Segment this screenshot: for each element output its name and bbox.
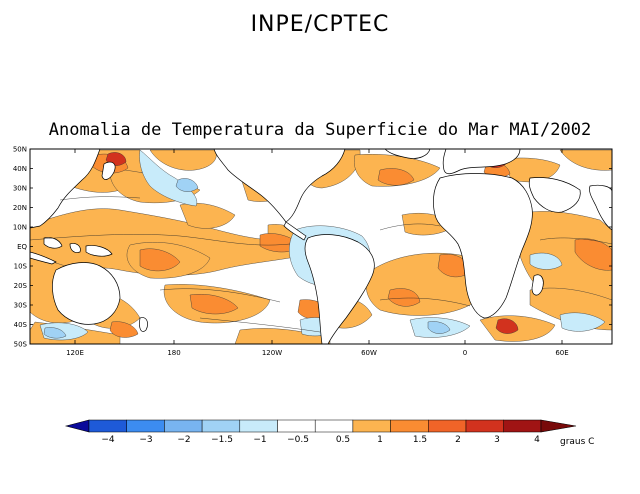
- latitude-ticks: [30, 148, 612, 345]
- contour-lines: [30, 196, 612, 333]
- colorbar-label: 2: [455, 435, 461, 445]
- longitude-ticks: [74, 149, 563, 344]
- central-america-landmass: [283, 221, 307, 241]
- colorbar-label: 1: [377, 435, 383, 445]
- colorbar-segment: [390, 419, 429, 433]
- colorbar-segment: [428, 419, 467, 433]
- colorbar-segment: [465, 419, 504, 433]
- colorbar-segment: [126, 419, 165, 433]
- lon-label: 120E: [66, 349, 84, 357]
- colorbar-unit: graus C: [560, 437, 594, 447]
- lat-label: 10S: [14, 263, 28, 271]
- colorbar-segment: [314, 419, 354, 433]
- new-guinea-landmass: [85, 245, 113, 257]
- lat-label: 50S: [14, 341, 28, 349]
- sulawesi-landmass: [69, 243, 81, 253]
- colorbar-segment: [352, 419, 391, 433]
- india-landmass: [589, 184, 612, 231]
- lon-label: 120W: [262, 349, 282, 357]
- lat-label: 40S: [14, 321, 28, 329]
- colorbar-label: 3: [494, 435, 500, 445]
- greenland-landmass: [384, 149, 431, 159]
- lat-label: 10N: [13, 224, 27, 232]
- lat-label: 30N: [13, 185, 27, 193]
- land-masses: [30, 149, 612, 344]
- colorbar-segment: [164, 419, 203, 433]
- madagascar-landmass: [531, 274, 544, 296]
- australia-landmass: [52, 262, 121, 325]
- lat-label: EQ: [17, 243, 27, 251]
- japan-landmass: [101, 161, 116, 180]
- colorbar-label: −3: [139, 435, 152, 445]
- colorbar-label: 0.5: [336, 435, 350, 445]
- asia-landmass: [30, 149, 101, 229]
- colorbar-label: −1: [253, 435, 266, 445]
- org-title: INPE/CPTEC: [250, 12, 390, 37]
- arabia-landmass: [528, 177, 581, 213]
- colorbar-arrow-low: [64, 419, 90, 433]
- lon-label: 180: [167, 349, 180, 357]
- colorbar-label: −0.5: [287, 435, 309, 445]
- borneo-landmass: [43, 237, 63, 249]
- colorbar-label: −4: [101, 435, 115, 445]
- south-america-landmass: [304, 234, 375, 344]
- anomaly-field: [30, 149, 612, 344]
- latitude-labels: 50N 40N 30N 20N 10N EQ 10S 20S 30S 40S 5…: [13, 146, 28, 349]
- colorbar-label: 4: [534, 435, 540, 445]
- colorbar-segment: [201, 419, 241, 433]
- lon-label: 60E: [555, 349, 568, 357]
- colorbar-label: −1.5: [211, 435, 233, 445]
- map-title: Anomalia de Temperatura da Superficie do…: [48, 120, 592, 140]
- new-zealand-landmass: [139, 317, 148, 332]
- africa-landmass: [433, 173, 533, 319]
- lat-label: 20N: [13, 204, 27, 212]
- colorbar-segment: [88, 419, 127, 433]
- java-landmass: [30, 251, 57, 265]
- colorbar: −4 −3 −2 −1.5 −1 −0.5 0.5 1 1.5 2 3 4 gr…: [64, 419, 594, 447]
- lon-label: 0: [463, 349, 467, 357]
- colorbar-label: 1.5: [413, 435, 427, 445]
- lat-label: 30S: [14, 302, 28, 310]
- europe-landmass: [442, 149, 521, 175]
- colorbar-label: −2: [177, 435, 190, 445]
- lat-label: 50N: [13, 146, 27, 154]
- longitude-labels: 120E 180 120W 60W 0 60E: [66, 349, 569, 357]
- colorbar-segment: [239, 419, 278, 433]
- lat-label: 20S: [14, 282, 28, 290]
- colorbar-segment: [503, 419, 542, 433]
- colorbar-arrow-high: [540, 419, 577, 433]
- lon-label: 60W: [361, 349, 377, 357]
- colorbar-segment: [277, 419, 316, 433]
- lat-label: 40N: [13, 165, 27, 173]
